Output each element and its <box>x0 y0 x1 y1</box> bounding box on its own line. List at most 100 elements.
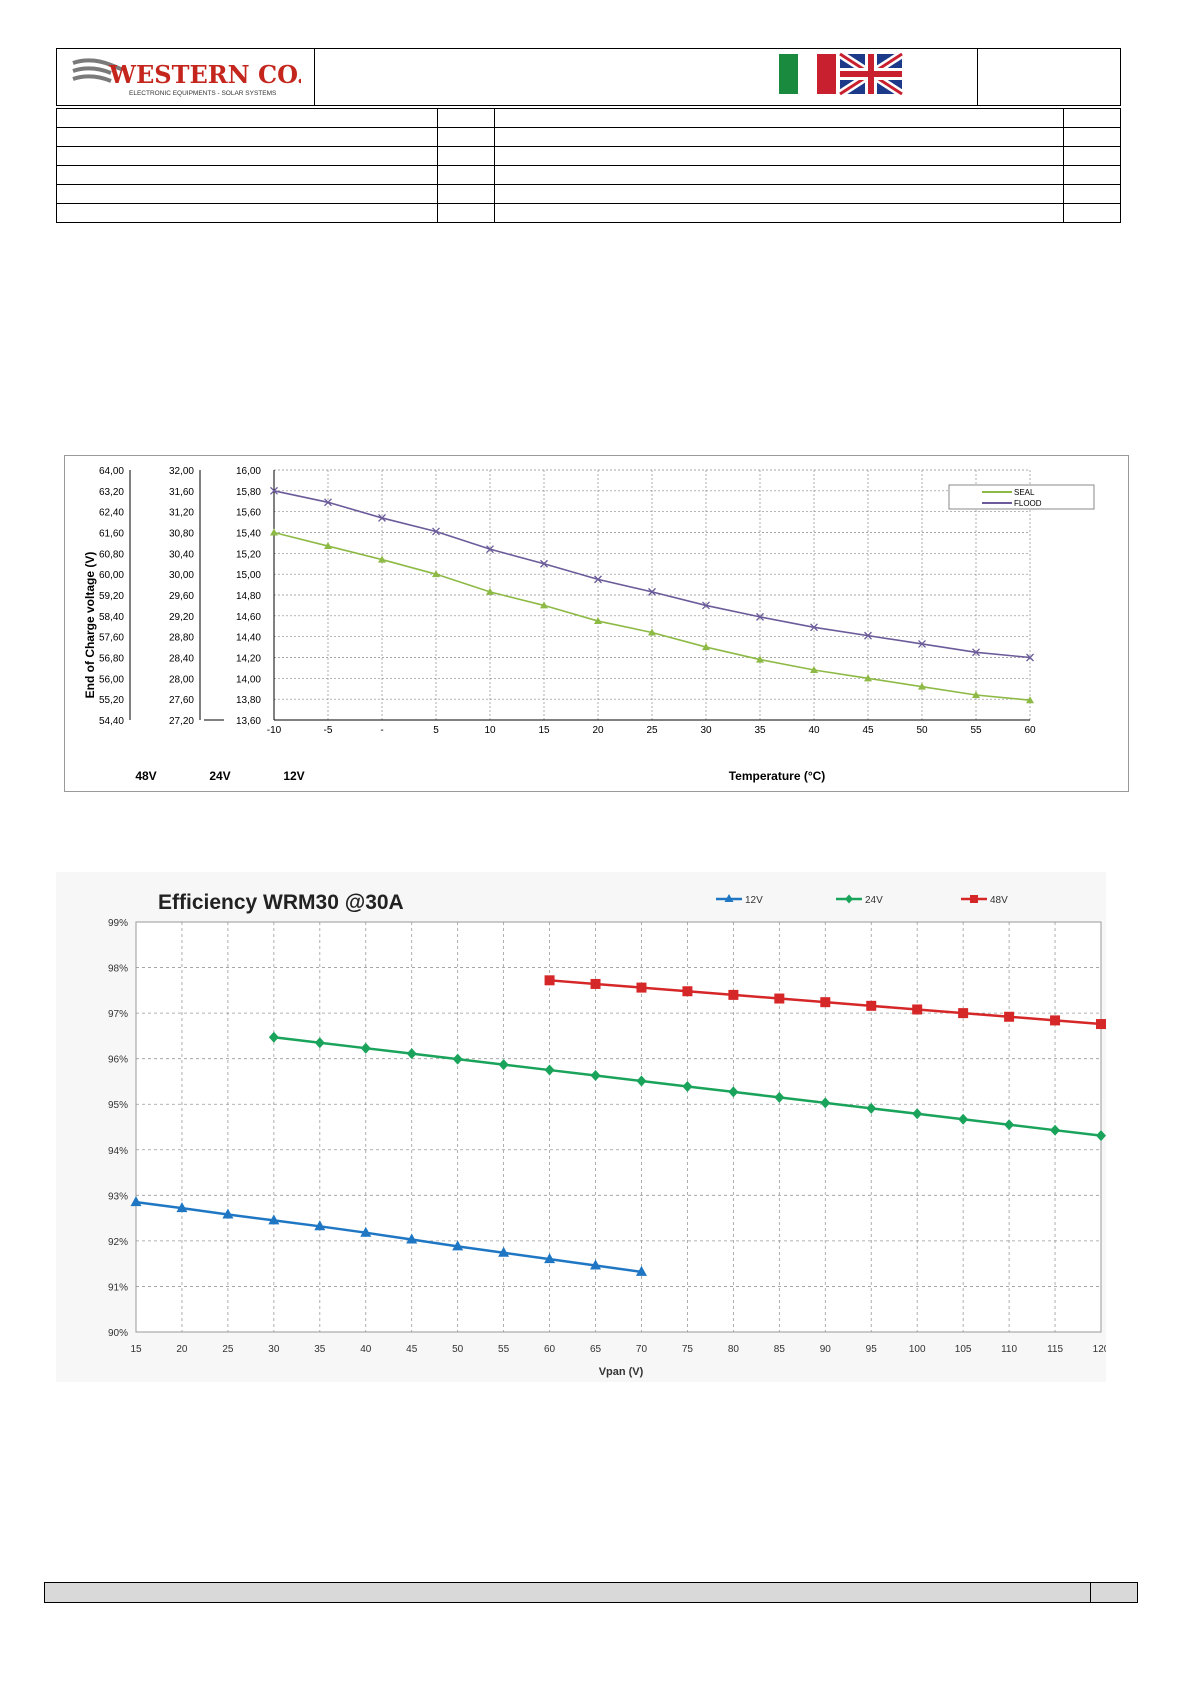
table-row <box>56 127 1121 147</box>
data-point-12v <box>452 1240 464 1251</box>
data-point-24v <box>314 1037 325 1049</box>
x-tick-label: 20 <box>592 725 604 736</box>
data-point-flood <box>756 612 764 621</box>
uk-flag[interactable] <box>837 50 905 98</box>
tick-label-24v: 30,00 <box>169 570 194 581</box>
x-tick-label: 65 <box>590 1344 602 1355</box>
tick-label-12v: 16,00 <box>236 466 261 477</box>
table-row <box>56 184 1121 204</box>
data-point-24v <box>636 1075 647 1087</box>
x-tick-label: 45 <box>862 725 874 736</box>
y-tick-label: 91% <box>108 1282 128 1293</box>
voltage-chart: End of Charge voltage (V) 64,00 32,00 16,0… <box>64 455 1129 792</box>
document-info-table <box>56 108 1121 223</box>
data-point-flood <box>864 631 872 640</box>
x-tick-label: 40 <box>808 725 820 736</box>
data-point-seal <box>756 655 764 663</box>
x-tick-label: 35 <box>314 1344 326 1355</box>
tick-label-12v: 15,60 <box>236 508 261 519</box>
y-tick-label: 90% <box>108 1328 128 1339</box>
x-tick-label: 10 <box>484 725 496 736</box>
legend-48v: 48V <box>990 895 1008 906</box>
data-point-seal <box>540 601 548 609</box>
italy-flag[interactable] <box>779 54 836 94</box>
data-point-seal <box>648 628 656 636</box>
tick-label-24v: 28,00 <box>169 674 194 685</box>
y-tick-label: 95% <box>108 1100 128 1111</box>
data-point-24v <box>452 1053 463 1065</box>
data-point-24v <box>590 1070 601 1082</box>
data-point-48v <box>636 982 647 993</box>
data-point-24v <box>1004 1119 1015 1131</box>
x-tick-label: 115 <box>1047 1344 1063 1355</box>
tick-label-48v: 60,80 <box>99 549 124 560</box>
data-point-seal <box>864 674 872 682</box>
data-point-12v <box>222 1208 234 1219</box>
wave-icon <box>72 58 123 83</box>
data-point-24v <box>866 1102 877 1114</box>
tick-label-24v: 30,80 <box>169 529 194 540</box>
tick-label-12v: 14,00 <box>236 674 261 685</box>
data-point-flood <box>918 639 926 648</box>
x-tick-label: -10 <box>267 725 282 736</box>
series-lines <box>130 975 1106 1276</box>
data-point-24v <box>268 1031 279 1043</box>
y-tick-label: 98% <box>108 964 128 975</box>
x-tick-label: 40 <box>360 1344 372 1355</box>
data-point-48v <box>958 1008 969 1019</box>
tick-label-12v: 14,60 <box>236 612 261 623</box>
x-tick-label: 25 <box>222 1344 234 1355</box>
plot-area <box>135 921 1102 1333</box>
x-tick-label: 55 <box>970 725 982 736</box>
x-tick-label: 25 <box>646 725 658 736</box>
data-point-24v <box>1096 1130 1106 1142</box>
x-tick-label: 70 <box>636 1344 648 1355</box>
data-point-flood <box>432 527 440 536</box>
data-point-flood <box>810 623 818 632</box>
table-row <box>56 108 1121 128</box>
x-tick-label: 60 <box>1024 725 1036 736</box>
legend-flood: FLOOD <box>1014 499 1042 508</box>
data-point-flood <box>594 575 602 584</box>
y-tick-label: 92% <box>108 1237 128 1248</box>
data-point-flood <box>378 513 386 522</box>
x-tick-label: 110 <box>1001 1344 1017 1355</box>
data-point-24v <box>360 1042 371 1054</box>
x-tick-label: -5 <box>324 725 333 736</box>
x-axis-label: Vpan (V) <box>599 1366 644 1378</box>
data-point-flood <box>486 545 494 554</box>
data-point-48v <box>820 997 831 1008</box>
data-point-48v <box>1050 1015 1061 1026</box>
tick-label-24v: 31,60 <box>169 487 194 498</box>
data-point-24v <box>958 1113 969 1125</box>
tick-label-48v: 57,60 <box>99 633 124 644</box>
x-tick-label: 120 <box>1093 1344 1106 1355</box>
header-divider <box>977 49 978 105</box>
x-tick-label: 90 <box>820 1344 832 1355</box>
data-point-seal <box>810 666 818 673</box>
legend-seal: SEAL <box>1014 488 1035 497</box>
data-point-flood <box>540 559 548 568</box>
x-tick-label: 30 <box>268 1344 280 1355</box>
x-tick-label: - <box>380 725 383 736</box>
data-point-48v <box>682 986 693 997</box>
document-header: WESTERN CO. ELECTRONIC EQUIPMENTS - SOLA… <box>56 48 1121 106</box>
page-number-cell <box>1090 1583 1137 1602</box>
tick-label-12v: 15,20 <box>236 549 261 560</box>
tick-label-24v: 28,40 <box>169 654 194 665</box>
table-row <box>56 203 1121 223</box>
data-point-24v <box>728 1086 739 1098</box>
data-point-12v <box>544 1253 556 1264</box>
tick-label-48v: 63,20 <box>99 487 124 498</box>
legend-marker <box>845 894 853 904</box>
data-point-12v <box>268 1214 280 1225</box>
data-point-48v <box>728 989 739 1000</box>
page-footer <box>44 1582 1138 1603</box>
data-point-48v <box>544 975 555 986</box>
tick-label-24v: 29,60 <box>169 591 194 602</box>
x-tick-label: 100 <box>909 1344 926 1355</box>
logo-cell: WESTERN CO. ELECTRONIC EQUIPMENTS - SOLA… <box>57 49 315 105</box>
tick-label-12v: 15,00 <box>236 570 261 581</box>
tick-label-48v: 60,00 <box>99 570 124 581</box>
y-tick-label: 93% <box>108 1191 128 1202</box>
